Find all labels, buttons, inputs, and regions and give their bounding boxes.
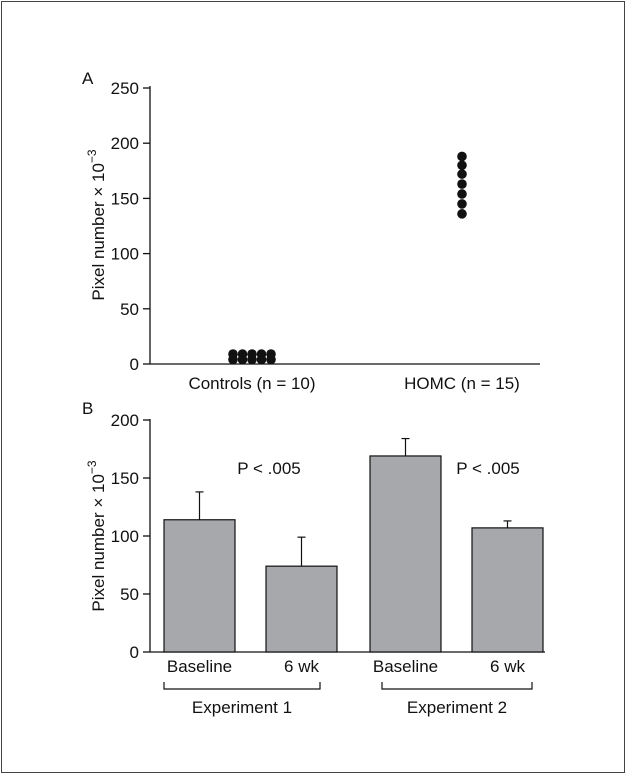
data-point xyxy=(457,209,467,219)
bar xyxy=(265,565,338,653)
panel-b-y-axis-label: Pixel number × 10 xyxy=(89,474,108,612)
data-point xyxy=(457,189,467,199)
data-point xyxy=(457,169,467,179)
panel-a-y-axis-title: Pixel number × 10−3 xyxy=(85,149,108,301)
panel-a-y-tick-label: 100 xyxy=(111,245,139,264)
p-value-annotation-2: P < .005 xyxy=(456,459,520,478)
panel-a-x-label-homc: HOMC (n = 15) xyxy=(404,374,520,393)
panel-b-y-tick-label: 0 xyxy=(130,643,139,662)
panel-b-y-tick-label: 50 xyxy=(120,585,139,604)
panel-a-x-label-controls: Controls (n = 10) xyxy=(188,374,315,393)
panel-b-y-ticks: 0 50 100 150 200 xyxy=(111,411,150,662)
panel-a-y-tick-label: 0 xyxy=(130,355,139,374)
data-point xyxy=(256,349,267,359)
bar xyxy=(163,519,236,653)
panel-a-y-tick-label: 50 xyxy=(120,300,139,319)
panel-b-x-label: Baseline xyxy=(373,657,438,676)
panel-a-y-axis-label: Pixel number × 10 xyxy=(89,163,108,301)
p-value-annotation-1: P < .005 xyxy=(237,459,301,478)
experiment-1-label: Experiment 1 xyxy=(192,698,292,717)
data-point xyxy=(247,349,257,359)
experiment-1-bracket xyxy=(163,682,321,690)
data-point xyxy=(457,179,467,189)
experiment-2-label: Experiment 2 xyxy=(407,698,507,717)
panel-a-y-tick-label: 200 xyxy=(111,134,139,153)
panel-b-x-label: 6 wk xyxy=(490,657,525,676)
panel-a-y-tick-label: 150 xyxy=(111,189,139,208)
panel-b-label: B xyxy=(82,399,93,418)
panel-a-y-ticks: 0 50 100 150 200 250 xyxy=(111,79,150,374)
panel-b-y-tick-label: 100 xyxy=(111,527,139,546)
panel-b-y-axis-title: Pixel number × 10−3 xyxy=(85,460,108,612)
panel-a-y-axis: 0 50 100 150 200 250 xyxy=(111,79,151,374)
panel-b-x-labels: Baseline 6 wk Baseline 6 wk xyxy=(167,657,526,676)
data-point xyxy=(228,349,238,359)
bar xyxy=(471,527,544,653)
panel-b-y-tick-label: 150 xyxy=(111,469,139,488)
panel-b-bars xyxy=(163,437,544,653)
data-point xyxy=(457,199,467,209)
panel-b-y-tick-label: 200 xyxy=(111,411,139,430)
panel-b-y-axis-exponent: −3 xyxy=(85,460,99,474)
bar xyxy=(369,455,442,653)
data-point xyxy=(266,349,276,359)
panel-a-points xyxy=(228,151,467,365)
panel-a-label: A xyxy=(82,69,94,88)
experiment-2-bracket xyxy=(381,682,533,690)
panel-b: B 0 50 100 150 200 Pixel number × 10−3 Basel… xyxy=(82,399,545,717)
data-point xyxy=(457,151,467,162)
panel-b-x-label: 6 wk xyxy=(284,657,319,676)
panel-b-x-label: Baseline xyxy=(167,657,232,676)
panel-a-y-tick-label: 250 xyxy=(111,79,139,98)
data-point xyxy=(237,349,248,359)
data-point xyxy=(457,160,467,171)
panel-a: A 0 50 100 150 200 250 Pixel number × 10−3 Co… xyxy=(82,69,540,393)
panel-a-y-axis-exponent: −3 xyxy=(85,149,99,163)
